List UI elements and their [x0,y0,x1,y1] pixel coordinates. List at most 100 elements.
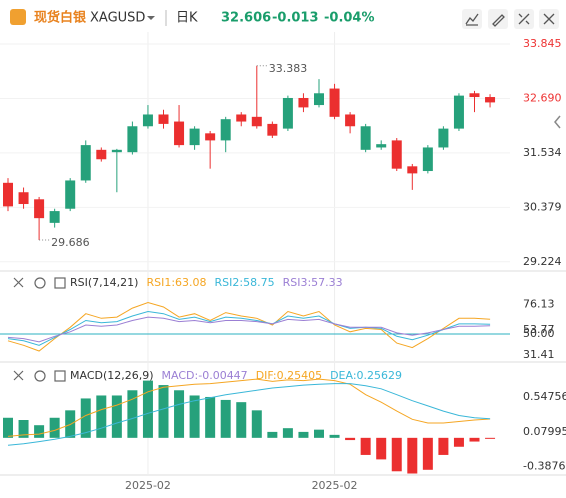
macd-bar [422,437,433,470]
toolbar [462,9,559,29]
macd-bar [158,385,169,438]
settings-icon[interactable] [34,277,46,289]
candle-body [267,123,278,136]
instrument-name: 现货白银 [34,10,87,26]
macd-bar [189,395,200,438]
candle-body [158,114,169,124]
dropdown-arrow[interactable] [147,16,155,20]
y-tick-label: 29.224 [523,255,562,268]
candle-body [282,97,293,129]
close-icon[interactable] [13,277,24,288]
candle-body [360,126,371,150]
instrument-symbol[interactable]: XAGUSD [90,11,145,26]
candle-body [236,114,247,122]
y-tick-label: 33.845 [523,37,562,50]
collapse-arrow[interactable] [554,115,561,129]
macd-bar [3,417,13,438]
candle-body [96,149,107,160]
y-tick-label: 0.54756 [523,390,566,403]
change-pct: -0.04% [324,11,375,26]
macd-bar [345,437,356,441]
candle-body [329,88,340,117]
macd-bar [205,396,216,438]
candle-body [34,199,45,219]
candle-body [3,182,13,207]
macd-bar [282,428,293,438]
price: 32.606 [221,11,271,26]
symbol-icon [10,9,26,25]
y-tick-label: 53.77 [523,323,555,336]
candle-body [127,126,138,153]
macd-bar [18,420,29,438]
legend-entry: RSI2:58.75 [215,276,275,289]
candle-body [111,149,122,153]
series-line [7,301,491,352]
tool-icon [492,14,505,27]
macd-bar [80,398,91,438]
macd-bar [34,425,45,438]
change: -0.013 [272,11,319,26]
legend-entry: RSI1:63.08 [146,276,206,289]
macd-bar [220,399,231,438]
macd-bar [142,380,153,438]
series-line [7,316,491,343]
candle-body [220,119,231,141]
macd-bar [376,437,387,460]
y-tick-label: 0.07995 [523,425,566,438]
series-line [7,383,491,446]
close-icon[interactable] [13,370,24,381]
candle-body [391,140,402,169]
legend-entry: DIF:0.25405 [256,369,322,382]
min-annotation: 29.686 [51,236,90,249]
panel-icons [13,277,66,382]
candle-body [189,128,200,146]
expand-icon[interactable] [54,370,66,382]
y-tick-label: 32.690 [523,91,562,104]
macd-bar [49,417,60,438]
y-tick-label: 30.379 [523,200,562,213]
candle-body [174,121,185,146]
candle-body [407,166,418,174]
candle-body [469,93,480,98]
macd-bar [174,390,185,438]
macd-bar [267,431,278,438]
y-tick-label: 50.00 [523,327,555,340]
macd-bar [391,437,402,472]
tool-icon [518,13,530,25]
legend-entry: MACD:-0.00447 [162,369,248,382]
macd-bar [298,431,309,438]
macd-bar [127,390,138,438]
x-tick-label: 2025-02 [312,479,358,492]
candle-body [80,145,91,181]
macd-bar [407,437,418,474]
macd-bar [111,395,122,438]
candle-body [453,95,464,129]
legend-entry: RSI3:57.33 [283,276,343,289]
macd-bar [251,410,262,438]
candle-body [205,133,216,141]
y-tick-label: 31.534 [523,146,562,159]
candle-body [314,93,324,106]
macd-bar [236,402,247,438]
period[interactable]: 日K [176,11,198,26]
max-annotation: 33.383 [269,62,308,75]
legend-entry: DEA:0.25629 [330,369,402,382]
candle-body [422,147,433,172]
tool-icon [465,13,479,26]
y-tick-label: -0.38767 [523,460,566,473]
candle-body [438,128,449,148]
tool-button[interactable] [462,9,482,29]
macd-bar [453,437,464,447]
candle-body [376,144,387,148]
macd-bar [438,437,449,455]
macd-bar [469,437,480,442]
candle-body [298,97,309,108]
macd-bar [329,434,340,438]
settings-icon[interactable] [34,370,46,382]
macd-bar [96,395,107,438]
macd-bar [314,429,324,438]
series-line [7,310,491,346]
expand-icon[interactable] [54,277,66,289]
